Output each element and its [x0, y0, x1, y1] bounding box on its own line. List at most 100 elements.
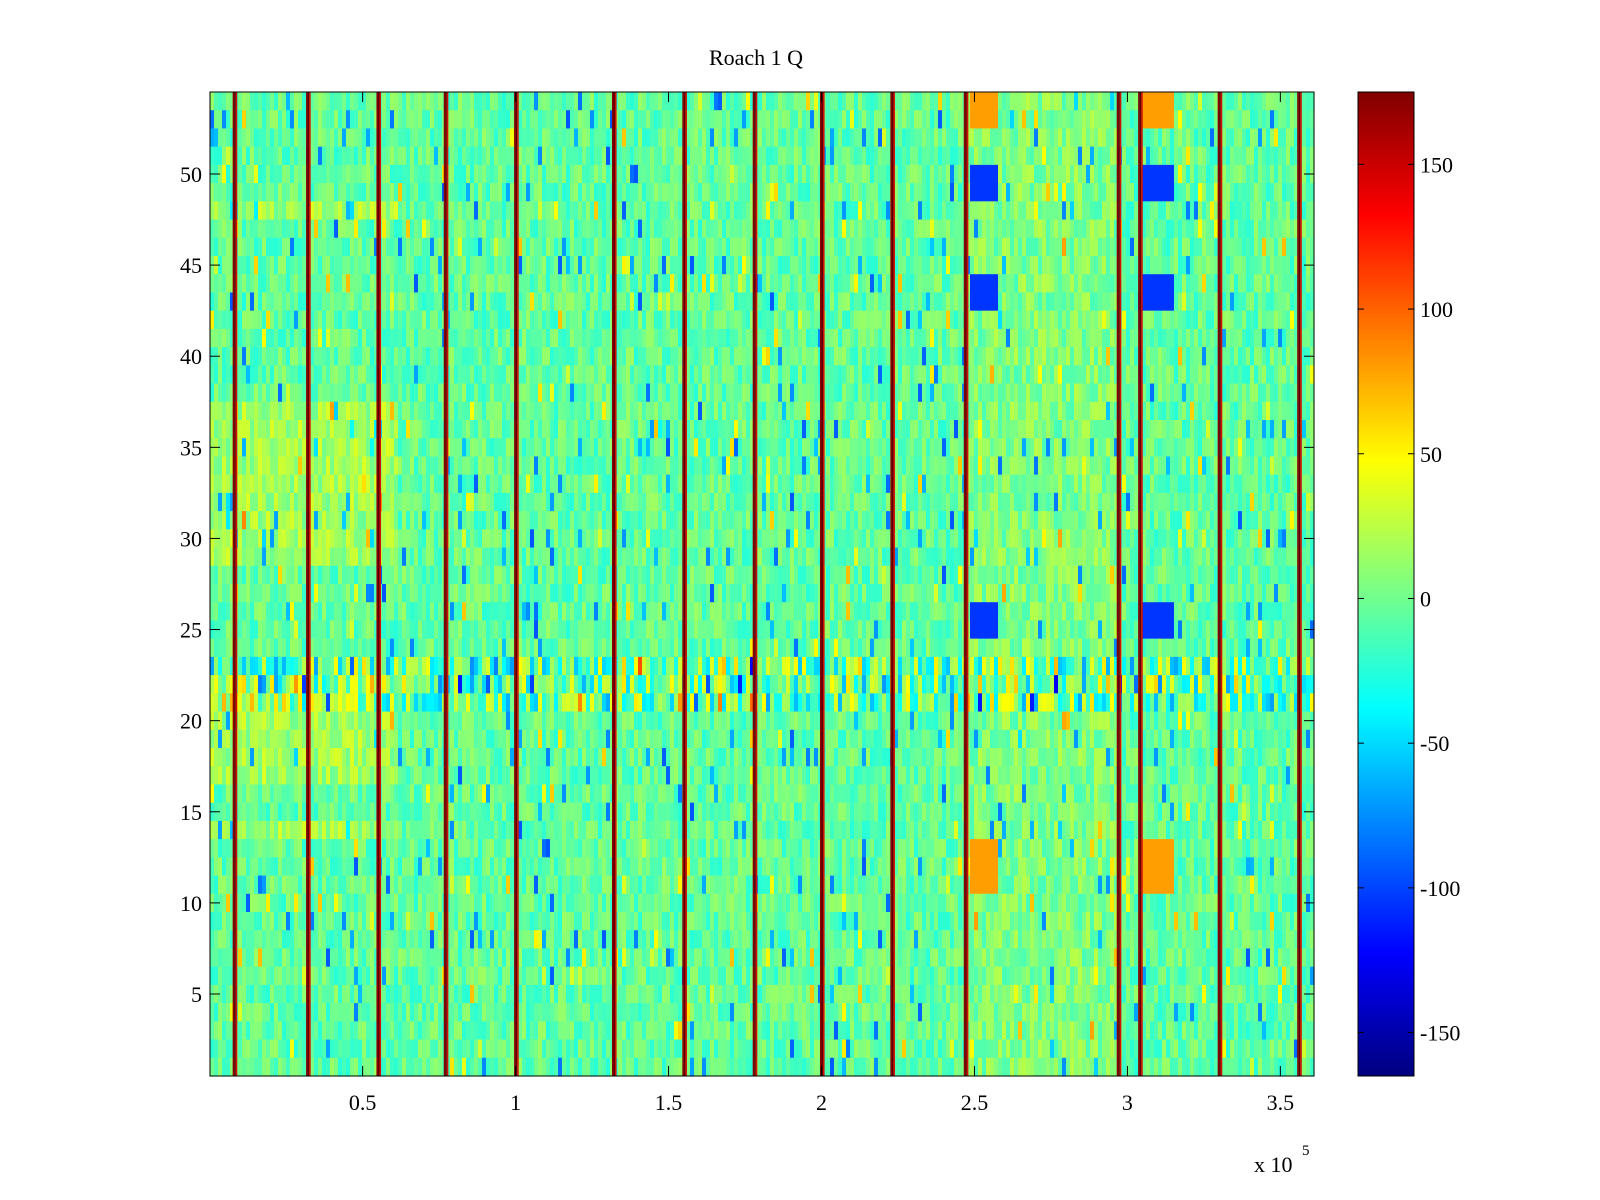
heatmap-cell: [1082, 274, 1087, 294]
heatmap-cell: [226, 401, 231, 421]
heatmap-cell: [1086, 383, 1091, 403]
heatmap-cell: [318, 183, 323, 202]
heatmap-cell: [1186, 146, 1191, 166]
heatmap-cell: [974, 219, 979, 239]
heatmap-cell: [810, 292, 815, 312]
heatmap-cell: [710, 146, 715, 166]
heatmap-cell: [826, 274, 831, 294]
heatmap-cell: [650, 237, 655, 257]
heatmap-cell: [1062, 201, 1067, 221]
heatmap-cell: [1242, 347, 1247, 366]
heatmap-cell: [450, 164, 455, 184]
heatmap-cell: [662, 183, 667, 202]
heatmap-cell: [802, 383, 807, 403]
heatmap-cell: [574, 401, 579, 421]
heatmap-cell: [738, 110, 743, 130]
heatmap-cell: [894, 201, 899, 221]
heatmap-cell: [1178, 183, 1183, 202]
heatmap-cell: [534, 146, 539, 166]
heatmap-cell: [414, 274, 419, 294]
heatmap-cell: [250, 310, 255, 330]
heatmap-cell: [382, 92, 387, 111]
heatmap-cell: [650, 292, 655, 312]
heatmap-cell: [802, 328, 807, 348]
heatmap-cell: [790, 146, 795, 166]
heatmap-cell: [1162, 110, 1167, 130]
heatmap-cell: [666, 256, 671, 275]
heatmap-cell: [670, 92, 675, 111]
heatmap-cell: [290, 110, 295, 130]
heatmap-cell: [646, 128, 651, 148]
heatmap-cell: [554, 365, 559, 385]
heatmap-cell: [522, 92, 527, 111]
heatmap-cell: [582, 401, 587, 421]
heatmap-cell: [226, 219, 231, 239]
heatmap-cell: [254, 92, 259, 111]
heatmap-cell: [742, 110, 747, 130]
heatmap-cell: [1222, 256, 1227, 275]
heatmap-cell: [826, 219, 831, 239]
heatmap-cell: [910, 310, 915, 330]
heatmap-cell: [1038, 328, 1043, 348]
heatmap-cell: [334, 383, 339, 403]
heatmap-cell: [1190, 292, 1195, 312]
heatmap-cell: [726, 92, 731, 111]
heatmap-cell: [218, 347, 223, 366]
heatmap-cell: [322, 420, 327, 439]
heatmap-cell: [278, 183, 283, 202]
heatmap-cell: [1258, 219, 1263, 239]
heatmap-cell: [530, 401, 535, 421]
heatmap-cell: [1290, 274, 1295, 294]
heatmap-cell: [982, 347, 987, 366]
heatmap-cell: [1178, 401, 1183, 421]
heatmap-cell: [578, 310, 583, 330]
heatmap-cell: [1250, 183, 1255, 202]
heatmap-cell: [1290, 183, 1295, 202]
heatmap-cell: [1238, 110, 1243, 130]
heatmap-cell: [1038, 347, 1043, 366]
heatmap-cell: [494, 347, 499, 366]
heatmap-cell: [606, 347, 611, 366]
heatmap-cell: [1230, 347, 1235, 366]
heatmap-cell: [1102, 401, 1107, 421]
heatmap-cell: [910, 383, 915, 403]
heatmap-cell: [478, 383, 483, 403]
heatmap-cell: [346, 347, 351, 366]
heatmap-cell: [1050, 146, 1055, 166]
heatmap-cell: [1078, 110, 1083, 130]
heatmap-cell: [450, 128, 455, 148]
heatmap-cell: [406, 164, 411, 184]
heatmap-cell: [750, 347, 755, 366]
heatmap-cell: [882, 110, 887, 130]
heatmap-cell: [1282, 128, 1287, 148]
heatmap-cell: [374, 237, 379, 257]
heatmap-cell: [994, 256, 999, 275]
heatmap-cell: [658, 183, 663, 202]
heatmap-cell: [1046, 128, 1051, 148]
heatmap-cell: [1222, 347, 1227, 366]
heatmap-cell: [1038, 92, 1043, 111]
heatmap-cell: [938, 310, 943, 330]
heatmap-cell: [1250, 201, 1255, 221]
heatmap-cell: [214, 237, 219, 257]
heatmap-cell: [710, 401, 715, 421]
heatmap-cell: [398, 219, 403, 239]
heatmap-cell: [850, 256, 855, 275]
heatmap-cell: [278, 164, 283, 184]
heatmap-cell: [458, 383, 463, 403]
heatmap-cell: [566, 256, 571, 275]
heatmap-cell: [210, 183, 215, 202]
heatmap-cell: [930, 164, 935, 184]
heatmap-cell: [330, 128, 335, 148]
heatmap-cell: [790, 237, 795, 257]
heatmap-cell: [658, 328, 663, 348]
heatmap-cell: [686, 347, 691, 366]
heatmap-cell: [1270, 92, 1275, 111]
heatmap-cell: [1146, 92, 1151, 111]
heatmap-cell: [902, 92, 907, 111]
heatmap-cell: [802, 237, 807, 257]
heatmap-cell: [1046, 146, 1051, 166]
heatmap-cell: [1110, 146, 1115, 166]
heatmap-cell: [398, 92, 403, 111]
heatmap-cell: [750, 146, 755, 166]
